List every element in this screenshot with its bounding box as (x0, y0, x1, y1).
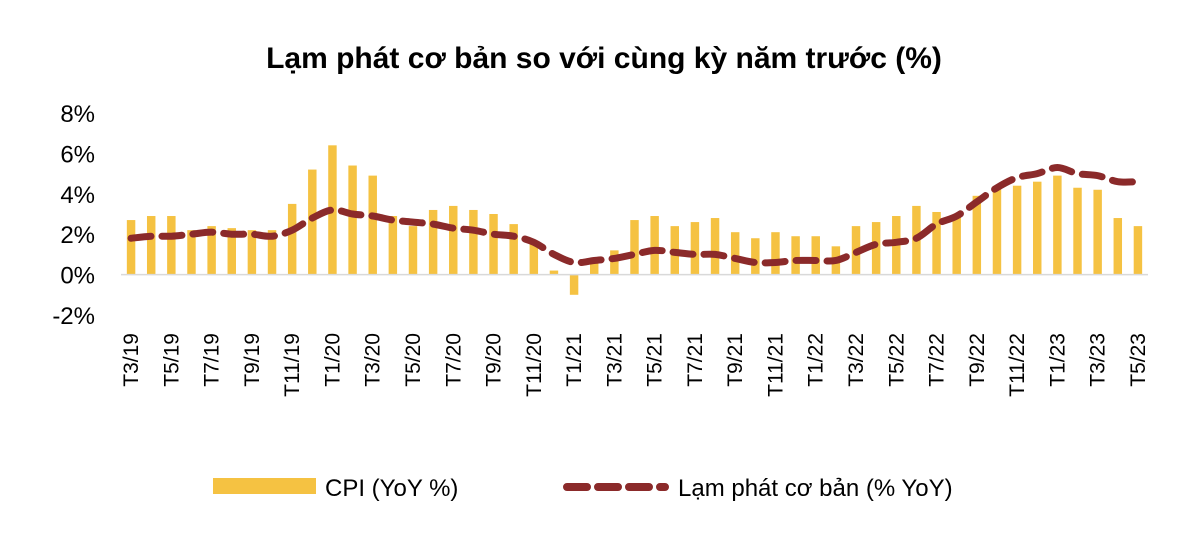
cpi-bar (388, 216, 398, 275)
cpi-bar (871, 222, 881, 275)
cpi-bar (1073, 187, 1082, 275)
legend-label-core-inflation: Lạm phát cơ bản (% YoY) (678, 475, 953, 502)
x-tick-label: T11/22 (1006, 333, 1029, 397)
x-tick-label: T1/23 (1046, 333, 1069, 387)
x-tick-label: T7/20 (442, 333, 465, 387)
cpi-bar (650, 216, 659, 275)
x-tick-label: T7/22 (926, 333, 949, 387)
x-tick-label: T1/21 (563, 333, 586, 387)
x-tick-label: T7/19 (201, 333, 224, 387)
cpi-bar (610, 250, 619, 275)
x-tick-label: T1/22 (805, 333, 828, 387)
cpi-bar (1053, 175, 1062, 275)
y-tick-label: 6% (60, 141, 95, 168)
y-tick-label: -2% (52, 303, 95, 330)
x-tick-label: T3/19 (120, 333, 143, 387)
cpi-bar (569, 274, 579, 295)
cpi-bar (1012, 185, 1022, 275)
cpi-bar (308, 169, 317, 275)
cpi-bar (730, 232, 740, 275)
legend-swatch-cpi (213, 478, 316, 494)
cpi-bar (1113, 218, 1123, 275)
x-tick-label: T5/20 (402, 333, 425, 387)
cpi-bars (126, 145, 1143, 295)
x-tick-label: T5/21 (644, 333, 667, 387)
cpi-bar (630, 220, 639, 275)
cpi-bar (247, 230, 257, 275)
legend: CPI (YoY %) Lạm phát cơ bản (% YoY) (213, 475, 953, 502)
y-tick-label: 2% (60, 222, 95, 249)
x-tick-label: T3/23 (1087, 333, 1110, 387)
x-tick-label: T9/22 (966, 333, 989, 387)
legend-label-cpi: CPI (YoY %) (325, 475, 458, 502)
cpi-bar (227, 228, 236, 275)
cpi-bar (207, 226, 216, 275)
x-tick-label: T9/19 (241, 333, 264, 387)
cpi-bar (287, 203, 297, 275)
cpi-bar (146, 216, 156, 275)
cpi-bar (952, 216, 961, 275)
x-tick-label: T11/19 (281, 333, 304, 397)
cpi-bar (408, 226, 418, 275)
x-tick-label: T5/23 (1127, 333, 1150, 387)
cpi-bar (529, 244, 539, 275)
cpi-bar (489, 214, 498, 275)
core-inflation-path (127, 164, 1142, 267)
cpi-bar (469, 209, 478, 275)
cpi-bar (710, 218, 720, 275)
cpi-bar (1133, 226, 1143, 275)
cpi-bar (791, 236, 800, 275)
x-tick-label: T7/21 (684, 333, 707, 387)
cpi-bar (972, 195, 982, 275)
cpi-bar (509, 224, 518, 275)
cpi-bar (449, 205, 458, 275)
cpi-bar (751, 238, 760, 275)
x-tick-label: T9/21 (724, 333, 747, 387)
cpi-bar (1033, 181, 1042, 275)
cpi-bar (428, 209, 438, 275)
y-tick-label: 8% (60, 101, 95, 128)
cpi-bar (690, 222, 700, 275)
x-tick-label: T3/20 (362, 333, 385, 387)
cpi-bar (126, 220, 136, 275)
x-tick-label: T5/22 (885, 333, 908, 387)
y-tick-label: 4% (60, 182, 95, 209)
cpi-bar (811, 236, 820, 275)
x-tick-label: T9/20 (483, 333, 506, 387)
cpi-bar (549, 270, 559, 275)
cpi-bar (992, 187, 1002, 275)
cpi-bar (187, 230, 196, 275)
cpi-bar (771, 232, 780, 275)
x-axis: T3/19 T5/19 T7/19 T9/19 T11/19 T1/20 T3/20 T5/2… (120, 333, 1150, 397)
cpi-bar (368, 175, 377, 275)
x-tick-label: T5/19 (160, 333, 183, 387)
x-tick-label: T11/21 (764, 333, 787, 397)
y-tick-label: 0% (60, 263, 95, 290)
chart-title: Lạm phát cơ bản so với cùng kỳ năm trước… (266, 42, 942, 75)
cpi-bar (1093, 189, 1102, 275)
x-tick-label: T11/20 (523, 333, 546, 397)
core-inflation-line (127, 164, 1142, 267)
cpi-bar (348, 165, 357, 275)
cpi-bar (589, 260, 599, 275)
x-tick-label: T3/21 (603, 333, 626, 387)
x-tick-label: T1/20 (321, 333, 344, 387)
cpi-bar (167, 216, 176, 275)
cpi-bar (932, 211, 941, 275)
x-tick-label: T3/22 (845, 333, 868, 387)
y-axis: -2% 0% 2% 4% 6% 8% (52, 101, 95, 330)
cpi-bar (267, 230, 277, 275)
